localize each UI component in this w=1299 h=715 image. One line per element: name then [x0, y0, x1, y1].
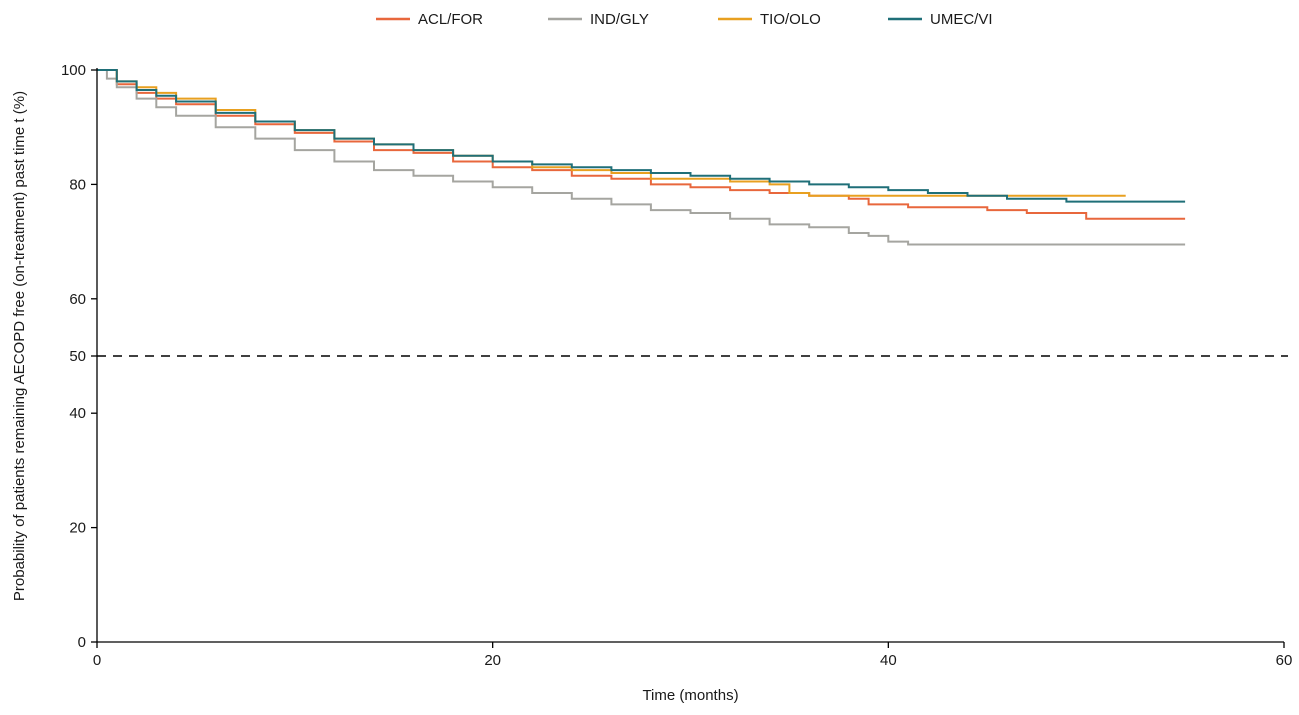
y-tick-label: 0	[78, 634, 86, 651]
plot-lines	[97, 69, 1186, 246]
legend-label: UMEC/VI	[930, 11, 993, 28]
y-tick-label: 50	[69, 348, 86, 365]
legend-label: TIO/OLO	[760, 11, 821, 28]
y-tick-label: 20	[69, 520, 86, 537]
legend-label: ACL/FOR	[418, 11, 483, 28]
series-line-umec-vi	[97, 69, 1186, 203]
x-tick-label: 20	[484, 652, 501, 669]
x-axis-label: Time (months)	[642, 687, 738, 704]
x-tick-label: 60	[1276, 652, 1293, 669]
x-tick-label: 0	[93, 652, 101, 669]
legend-label: IND/GLY	[590, 11, 649, 28]
y-tick-label: 80	[69, 176, 86, 193]
y-axis-label: Probability of patients remaining AECOPD…	[11, 91, 28, 601]
axes: 0 20 40 60 0 20 40 50 60 80 100	[61, 62, 1292, 669]
y-tick-label: 100	[61, 62, 86, 79]
series-line-ind-gly	[97, 69, 1186, 246]
x-tick-label: 40	[880, 652, 897, 669]
y-tick-label: 40	[69, 405, 86, 422]
y-tick-label: 60	[69, 291, 86, 308]
legend: ACL/FOR IND/GLY TIO/OLO UMEC/VI	[376, 11, 993, 28]
